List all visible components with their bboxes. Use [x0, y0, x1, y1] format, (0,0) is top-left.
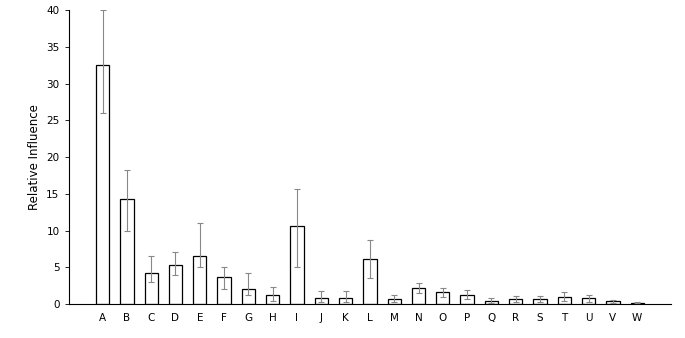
Bar [96, 65, 110, 304]
Bar [290, 225, 303, 304]
Bar [169, 265, 182, 304]
Bar [339, 297, 352, 304]
Bar [534, 299, 547, 304]
Bar [388, 299, 401, 304]
Bar [266, 295, 279, 304]
Bar [120, 199, 134, 304]
Bar [582, 298, 595, 304]
Bar [558, 297, 571, 304]
Bar [606, 301, 620, 304]
Bar [217, 277, 231, 304]
Bar [145, 272, 158, 304]
Bar [485, 300, 498, 304]
Bar [460, 295, 474, 304]
Bar [193, 256, 206, 304]
Bar [436, 292, 449, 304]
Bar [509, 299, 523, 304]
Bar [363, 259, 377, 304]
Bar [314, 297, 328, 304]
Bar [412, 288, 425, 304]
Bar [242, 289, 255, 304]
Y-axis label: Relative Influence: Relative Influence [27, 104, 40, 210]
Bar [630, 303, 644, 304]
